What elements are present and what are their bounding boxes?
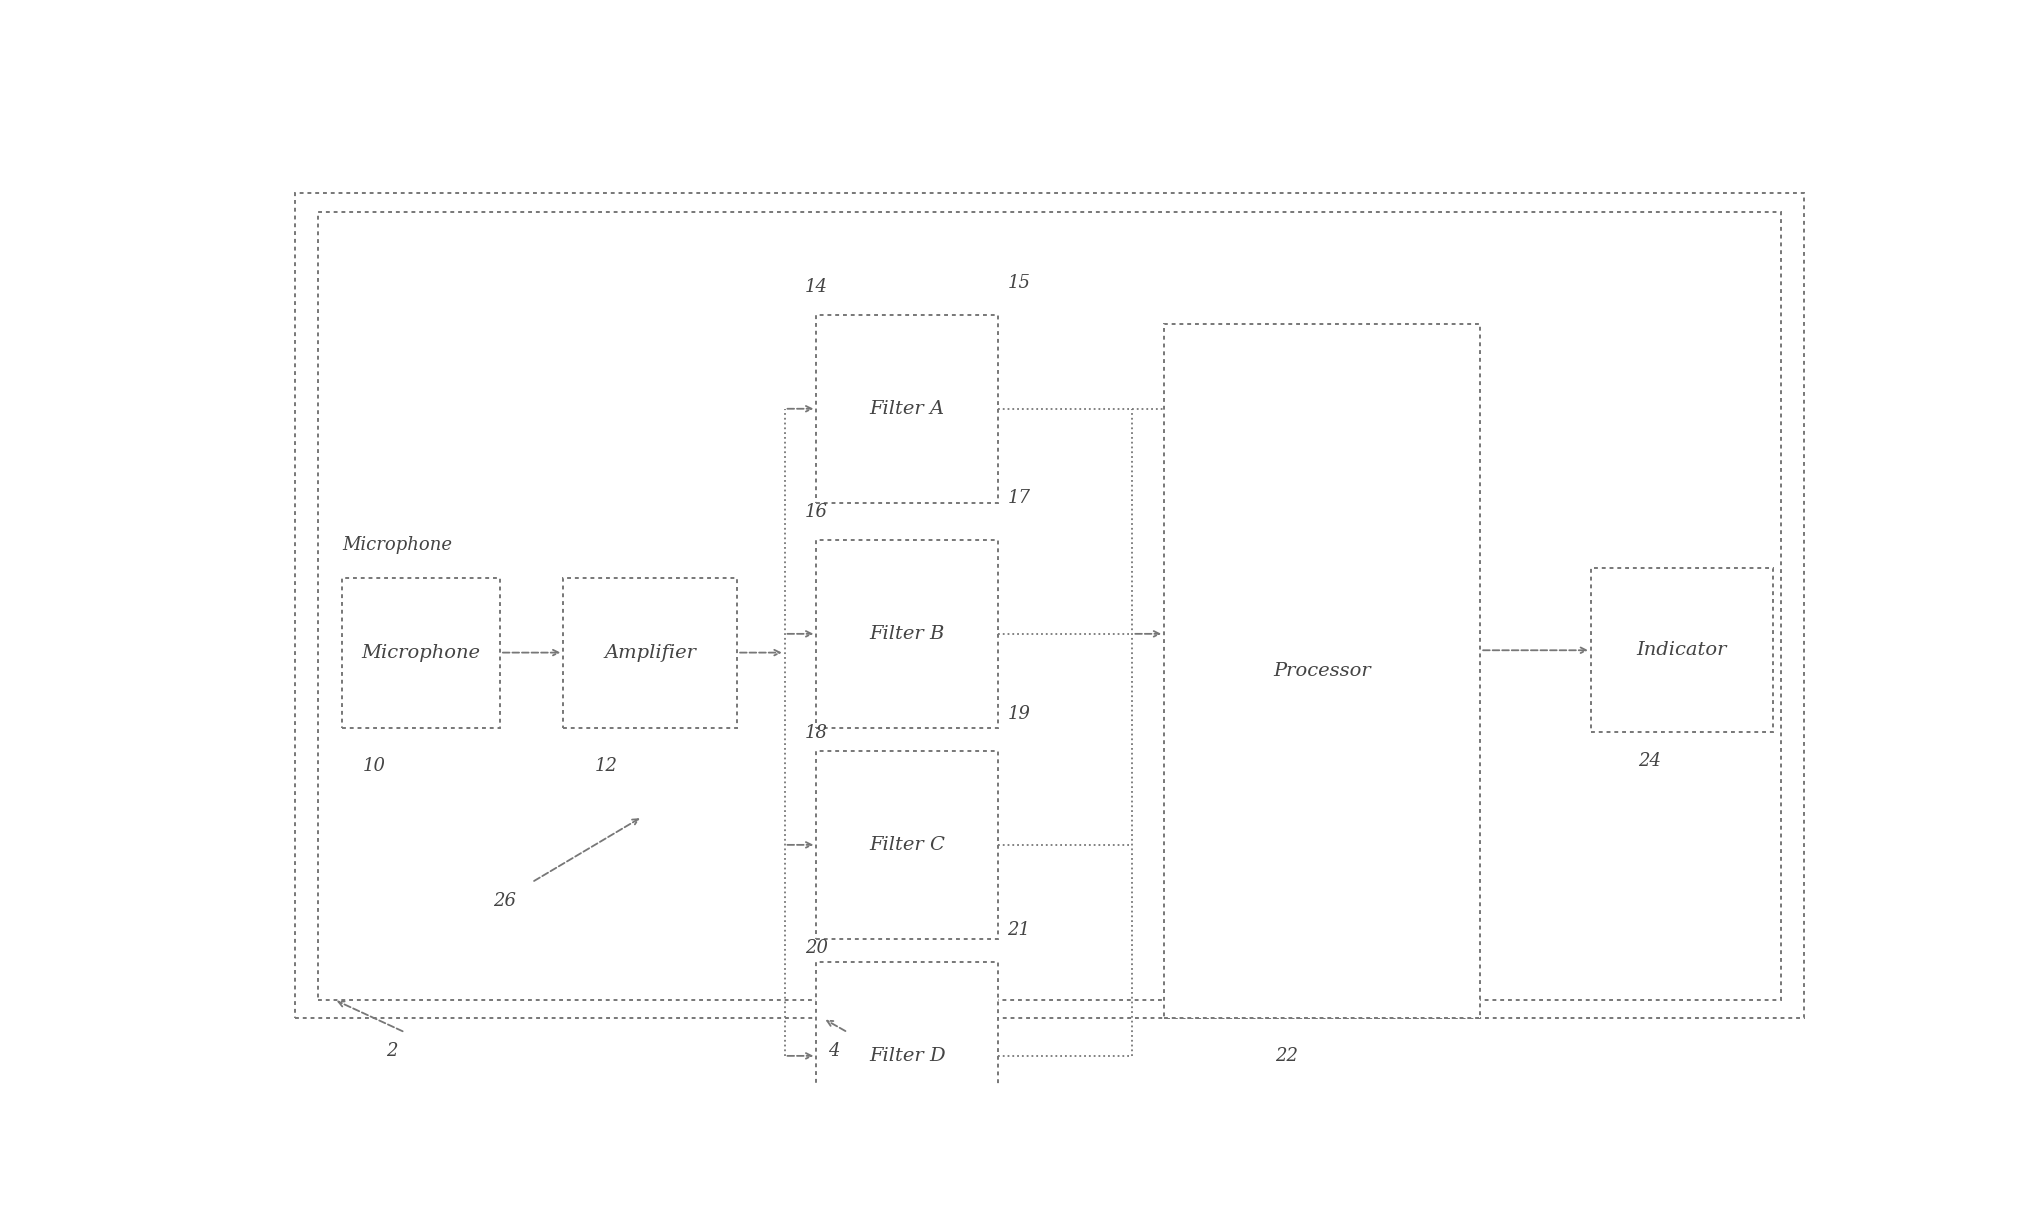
Bar <box>816 752 997 939</box>
Text: 12: 12 <box>595 756 618 775</box>
Bar <box>816 315 997 503</box>
Text: Amplifier: Amplifier <box>604 643 695 661</box>
Text: 10: 10 <box>363 756 385 775</box>
Text: Processor: Processor <box>1272 663 1370 681</box>
Text: Filter B: Filter B <box>869 625 944 643</box>
Text: Filter D: Filter D <box>869 1047 944 1065</box>
Bar <box>816 540 997 727</box>
Text: 24: 24 <box>1637 752 1660 770</box>
Text: Filter C: Filter C <box>869 836 944 854</box>
Bar <box>294 194 1805 1018</box>
Text: 26: 26 <box>493 892 516 910</box>
Text: 21: 21 <box>1007 921 1030 939</box>
Text: 19: 19 <box>1007 705 1030 723</box>
Bar <box>1590 568 1772 732</box>
Bar <box>1164 324 1480 1018</box>
Text: 4: 4 <box>828 1041 840 1060</box>
Text: 18: 18 <box>805 723 828 742</box>
Bar <box>318 212 1780 1000</box>
Text: 17: 17 <box>1007 490 1030 507</box>
Bar <box>816 962 997 1150</box>
Text: 14: 14 <box>805 278 828 296</box>
Text: Filter A: Filter A <box>869 400 944 418</box>
Text: 22: 22 <box>1274 1047 1297 1066</box>
Bar <box>343 577 500 727</box>
Text: Indicator: Indicator <box>1635 641 1727 659</box>
Text: 16: 16 <box>805 503 828 521</box>
Text: Microphone: Microphone <box>343 536 453 554</box>
Text: 15: 15 <box>1007 274 1030 291</box>
Text: Microphone: Microphone <box>361 643 481 661</box>
Text: 2: 2 <box>385 1041 398 1060</box>
Text: 20: 20 <box>805 939 828 957</box>
Bar <box>563 577 736 727</box>
